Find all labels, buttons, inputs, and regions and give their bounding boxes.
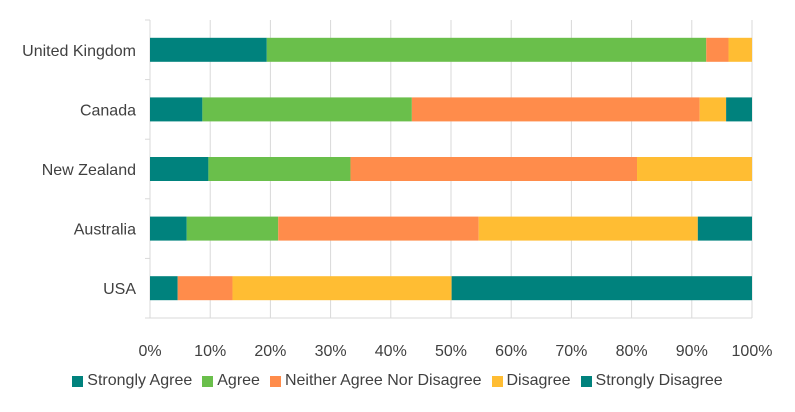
x-tick-label: 10% <box>194 343 226 360</box>
category-label: Canada <box>80 102 136 119</box>
category-label: USA <box>103 281 136 298</box>
legend-swatch <box>580 375 592 387</box>
bar-segment <box>150 276 178 301</box>
bar-segment <box>266 37 707 62</box>
legend-item: Strongly Disagree <box>580 372 723 390</box>
bar-segment <box>726 97 752 122</box>
legend-label: Agree <box>217 372 260 389</box>
legend-label: Disagree <box>506 372 571 389</box>
category-label: Australia <box>74 222 136 239</box>
legend-label: Strongly Agree <box>87 372 193 389</box>
legend-item: Neither Agree Nor Disagree <box>269 372 482 390</box>
bar-segment <box>278 216 479 241</box>
bar-segment <box>478 216 698 241</box>
bar-segment <box>699 97 727 122</box>
category-label: New Zealand <box>42 162 136 179</box>
x-tick-label: 30% <box>315 343 347 360</box>
x-tick-label: 0% <box>138 343 161 360</box>
legend: Strongly Agree Agree Neither Agree Nor Dis… <box>0 372 795 390</box>
legend-label: Strongly Disagree <box>595 372 723 389</box>
x-tick-label: 60% <box>495 343 527 360</box>
bar-segment <box>150 157 209 181</box>
bar-segment <box>697 216 752 241</box>
x-tick-label: 100% <box>732 343 773 360</box>
legend-item: Strongly Agree <box>72 372 192 390</box>
x-tick-label: 40% <box>375 343 407 360</box>
x-tick-label: 90% <box>676 343 708 360</box>
x-tick-label: 20% <box>254 343 286 360</box>
bar-segment <box>350 157 638 181</box>
bar-segment <box>637 157 752 181</box>
bar-segment <box>411 97 700 122</box>
legend-label: Neither Agree Nor Disagree <box>284 372 482 389</box>
bar-segment <box>706 37 729 62</box>
stacked-bar-chart: United Kingdom Canada New Zealand Australia… <box>22 19 773 360</box>
bar-segment <box>177 276 233 301</box>
legend-swatch <box>72 375 84 387</box>
bar-segment <box>150 97 203 122</box>
bar-segment <box>186 216 279 241</box>
legend-swatch <box>269 375 281 387</box>
bar-segment <box>451 276 752 301</box>
legend-item: Disagree <box>491 372 571 390</box>
x-tick-label: 70% <box>555 343 587 360</box>
bar-segment <box>150 37 267 62</box>
legend-item: Agree <box>202 372 260 390</box>
bar-segment <box>150 216 187 241</box>
x-tick-label: 50% <box>435 343 467 360</box>
category-label: United Kingdom <box>22 43 136 60</box>
x-tick-label: 80% <box>616 343 648 360</box>
bar-segment <box>202 97 412 122</box>
legend-swatch <box>491 375 503 387</box>
bar-segment <box>232 276 452 301</box>
bar-segment <box>208 157 351 181</box>
legend-swatch <box>202 375 214 387</box>
bar-segment <box>728 37 752 62</box>
